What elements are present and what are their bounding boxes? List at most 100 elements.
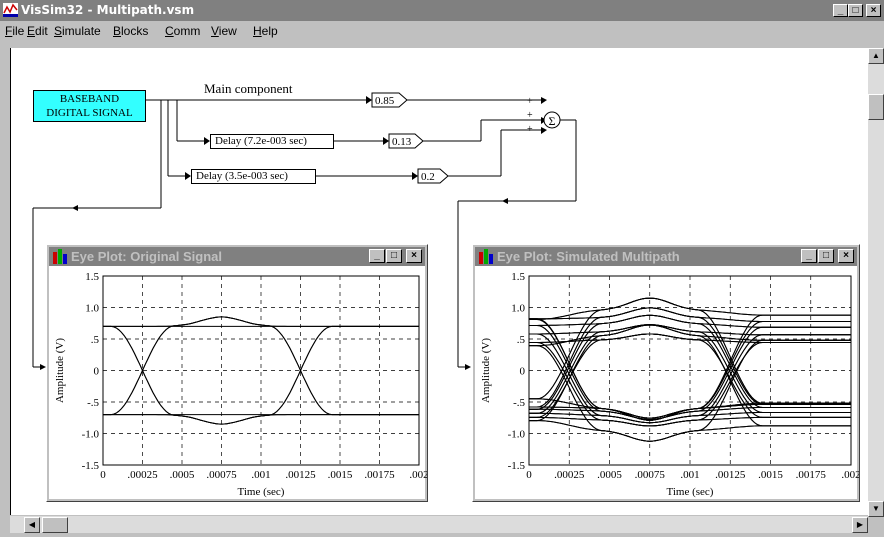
eye-trace bbox=[529, 314, 851, 328]
sum-sign-3: + bbox=[527, 124, 533, 135]
scroll-left-button[interactable]: ◀ bbox=[24, 517, 40, 533]
menu-file[interactable]: File bbox=[5, 24, 25, 38]
sum-sign-1: + bbox=[527, 96, 533, 107]
horizontal-scroll-thumb[interactable] bbox=[42, 517, 68, 533]
menu-help[interactable]: Help bbox=[253, 24, 278, 38]
plot-title-bar: Eye Plot: Simulated Multipath _ □ × bbox=[475, 247, 857, 266]
plot-frame bbox=[102, 275, 420, 466]
y-tick-label: 1.5 bbox=[85, 271, 99, 283]
plot-maximize-button[interactable]: □ bbox=[818, 249, 834, 263]
x-tick-label: .00125 bbox=[285, 469, 316, 481]
x-tick-label: .00175 bbox=[796, 469, 827, 481]
x-tick-label: .00025 bbox=[554, 469, 585, 481]
close-icon: × bbox=[870, 5, 877, 16]
arrow-right-icon: ▶ bbox=[856, 520, 864, 529]
y-axis-label: Amplitude (V) bbox=[480, 338, 492, 403]
y-tick-label: -.5 bbox=[87, 397, 99, 409]
x-tick-label: .00025 bbox=[127, 469, 158, 481]
eye-trace bbox=[529, 297, 851, 320]
x-tick-label: .002 bbox=[841, 469, 859, 481]
eye-trace bbox=[529, 324, 851, 347]
plot-minimize-button[interactable]: _ bbox=[369, 249, 385, 263]
maximize-icon: □ bbox=[822, 250, 830, 261]
plot-title-bar: Eye Plot: Original Signal _ □ × bbox=[49, 247, 425, 266]
title-bar: VisSim32 - Multipath.vsm _ □ × bbox=[0, 0, 884, 21]
y-tick-label: 1.5 bbox=[511, 271, 525, 283]
diagram-canvas[interactable]: Σ + + + 0.85 0.13 0.2 BASEBAND DIGITAL S… bbox=[10, 48, 869, 515]
y-tick-label: 1.0 bbox=[85, 303, 99, 315]
gain-1-label: 0.13 bbox=[392, 136, 412, 148]
gain-main-label: 0.85 bbox=[375, 95, 395, 107]
x-tick-label: .0015 bbox=[758, 469, 783, 481]
plot-maximize-button[interactable]: □ bbox=[386, 249, 402, 263]
scroll-right-button[interactable]: ▶ bbox=[852, 517, 868, 533]
x-axis-label: Time (sec) bbox=[238, 486, 285, 498]
x-tick-label: 0 bbox=[100, 469, 106, 481]
vertical-scroll-thumb[interactable] bbox=[868, 94, 884, 120]
plot-title: Eye Plot: Original Signal bbox=[71, 249, 222, 264]
y-tick-label: 0 bbox=[520, 366, 526, 378]
y-axis-label: Amplitude (V) bbox=[54, 338, 66, 403]
x-tick-label: 0 bbox=[526, 469, 532, 481]
minimize-icon: _ bbox=[806, 250, 812, 261]
x-tick-label: .001 bbox=[680, 469, 699, 481]
eye-plot-original-window[interactable]: Eye Plot: Original Signal _ □ × 0 .00025.… bbox=[46, 244, 429, 502]
plot-close-button[interactable]: × bbox=[406, 249, 422, 263]
maximize-button[interactable]: □ bbox=[848, 4, 863, 17]
sum-sign-2: + bbox=[527, 110, 533, 121]
source-block-line-1: BASEBAND bbox=[59, 93, 120, 105]
baseband-digital-signal-block[interactable]: BASEBAND DIGITAL SIGNAL bbox=[33, 90, 146, 122]
minimize-button[interactable]: _ bbox=[833, 4, 848, 17]
y-tick-label: 0 bbox=[94, 366, 100, 378]
vertical-scrollbar[interactable]: ▲ ▼ bbox=[868, 48, 884, 517]
menu-edit[interactable]: Edit bbox=[27, 24, 48, 38]
horizontal-scrollbar[interactable]: ◀ ▶ bbox=[10, 516, 868, 533]
y-tick-label: -1.0 bbox=[82, 429, 100, 441]
source-block-line-2: DIGITAL SIGNAL bbox=[46, 107, 133, 119]
arrow-down-icon: ▼ bbox=[872, 504, 880, 513]
plot-app-icon bbox=[53, 249, 67, 264]
vissim-app-icon[interactable] bbox=[3, 3, 18, 17]
plot-title: Eye Plot: Simulated Multipath bbox=[497, 249, 680, 264]
eye-plot-chart: 0 .00025 .0005 .00075 .001 .00125 .0015 .00175.… bbox=[54, 271, 429, 498]
y-tick-label: -1.5 bbox=[508, 460, 526, 472]
y-tick-label: 1.0 bbox=[511, 303, 525, 315]
scroll-down-button[interactable]: ▼ bbox=[868, 501, 884, 517]
menu-comm[interactable]: Comm bbox=[165, 24, 201, 38]
arrow-left-icon: ◀ bbox=[28, 520, 36, 529]
eye-trace bbox=[529, 307, 851, 322]
delay-block-2[interactable]: Delay (3.5e-003 sec) bbox=[191, 169, 316, 184]
menu-blocks[interactable]: Blocks bbox=[113, 24, 149, 38]
y-tick-label: -1.0 bbox=[508, 429, 526, 441]
window-title: VisSim32 - Multipath.vsm bbox=[21, 3, 195, 17]
plot-app-icon bbox=[479, 249, 493, 264]
arrow-up-icon: ▲ bbox=[872, 51, 880, 60]
menu-simulate[interactable]: Simulate bbox=[54, 24, 101, 38]
plot-minimize-button[interactable]: _ bbox=[801, 249, 817, 263]
x-tick-label: .00075 bbox=[206, 469, 237, 481]
close-button[interactable]: × bbox=[866, 4, 881, 17]
gain-2-label: 0.2 bbox=[421, 171, 435, 183]
eye-plot-multipath-window[interactable]: Eye Plot: Simulated Multipath _ □ × 0 .00… bbox=[472, 244, 861, 502]
maximize-icon: □ bbox=[390, 250, 398, 261]
sum-symbol: Σ bbox=[549, 114, 556, 128]
x-tick-label: .00075 bbox=[635, 469, 666, 481]
x-tick-label: .001 bbox=[251, 469, 270, 481]
menu-bar: File Edit Simulate Blocks Comm View Help bbox=[0, 21, 884, 41]
y-tick-label: .5 bbox=[517, 334, 526, 346]
x-tick-label: .0005 bbox=[170, 469, 195, 481]
x-tick-label: .002 bbox=[409, 469, 427, 481]
scroll-up-button[interactable]: ▲ bbox=[868, 48, 884, 64]
plot-body: 0 .00025 .0005 .00075 .001 .00125 .0015 .00175.… bbox=[475, 266, 861, 499]
menu-view[interactable]: View bbox=[211, 24, 237, 38]
x-tick-label: .00125 bbox=[715, 469, 746, 481]
delay-block-1[interactable]: Delay (7.2e-003 sec) bbox=[210, 134, 334, 149]
x-axis-label: Time (sec) bbox=[667, 486, 714, 498]
plot-frame bbox=[528, 275, 852, 466]
y-tick-label: .5 bbox=[91, 334, 100, 346]
x-tick-label: .00175 bbox=[364, 469, 395, 481]
main-component-label: Main component bbox=[204, 81, 293, 96]
plot-close-button[interactable]: × bbox=[838, 249, 854, 263]
minimize-icon: _ bbox=[374, 250, 380, 261]
minimize-icon: _ bbox=[837, 5, 844, 16]
